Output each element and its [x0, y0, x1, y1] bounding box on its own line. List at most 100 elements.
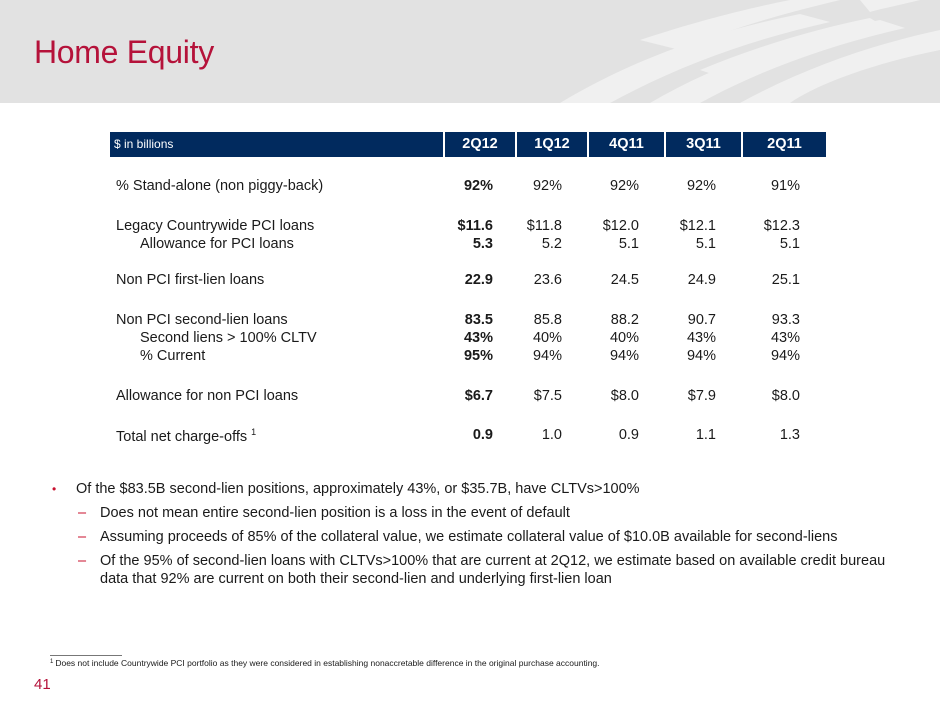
cell-2q12: 22.9 — [464, 272, 493, 288]
table-row: Second liens > 100% CLTV 43% 40% 40% 43% 43% — [116, 330, 826, 350]
cell-2q11: 93.3 — [771, 312, 800, 328]
cell-2q12: 95% — [463, 348, 493, 364]
cell-3q11: $12.1 — [679, 218, 716, 234]
row-label: Non PCI first-lien loans — [116, 272, 264, 288]
row-label-text: Non PCI first-lien loans — [116, 272, 265, 288]
cell-4q11: 94% — [609, 348, 639, 364]
cell-1q12: $11.8 — [526, 218, 562, 234]
cell-2q12: 43% — [463, 330, 493, 346]
column-header: 2Q11 — [743, 132, 826, 157]
row-label: Allowance for non PCI loans — [116, 388, 298, 404]
cell-4q11: $12.0 — [602, 218, 639, 234]
cell-1q12: 23.6 — [533, 272, 562, 288]
cell-3q11: 94% — [686, 348, 716, 364]
banner-swoosh-graphic — [560, 0, 940, 103]
row-label: Allowance for PCI loans — [140, 236, 294, 252]
cell-1q12: 92% — [532, 178, 562, 194]
column-header: 4Q11 — [589, 132, 664, 157]
table-row: Non PCI second-lien loans 83.5 85.8 88.2 90.… — [116, 312, 826, 332]
cell-2q12: 0.9 — [472, 427, 493, 443]
bullet-text: Of the $83.5B second-lien positions, app… — [76, 481, 640, 497]
cell-3q11: 24.9 — [687, 272, 716, 288]
cell-2q11: 43% — [770, 330, 800, 346]
row-label-text: Allowance for non PCI loans — [116, 388, 299, 404]
cell-2q11: $8.0 — [771, 388, 800, 404]
cell-2q12: $11.6 — [457, 218, 494, 234]
row-label-text: % Current — [140, 348, 206, 364]
dash-icon: – — [78, 553, 87, 569]
cell-2q11: 25.1 — [771, 272, 800, 288]
footnote-marker: 1 — [251, 427, 257, 437]
cell-4q11: 24.5 — [610, 272, 639, 288]
cell-4q11: 40% — [609, 330, 639, 346]
cell-2q12: $6.7 — [464, 388, 493, 404]
cell-2q12: 83.5 — [464, 312, 493, 328]
sub-bullet-text: Assuming proceeds of 85% of the collater… — [100, 529, 838, 545]
column-header: 2Q12 — [445, 132, 515, 157]
footnote-marker: 1 — [50, 659, 54, 665]
row-label-text: Second liens > 100% CLTV — [140, 330, 317, 346]
cell-2q11: $12.3 — [763, 218, 800, 234]
row-label: Total net charge-offs 1 — [116, 427, 256, 445]
cell-3q11: 92% — [686, 178, 716, 194]
table-row: Non PCI first-lien loans 22.9 23.6 24.5 24.9… — [116, 272, 826, 292]
row-label: % Stand-alone (non piggy-back) — [116, 178, 323, 194]
cell-1q12: 5.2 — [541, 236, 562, 252]
table-row: Total net charge-offs 1 0.9 1.0 0.9 1.1 1.3 — [116, 427, 826, 447]
cell-1q12: 85.8 — [533, 312, 562, 328]
footnote: 1 Does not include Countrywide PCI portfo… — [50, 658, 600, 668]
cell-2q11: 1.3 — [779, 427, 800, 443]
unit-label: $ in billions — [110, 132, 443, 157]
cell-3q11: 5.1 — [695, 236, 716, 252]
cell-1q12: 94% — [532, 348, 562, 364]
cell-4q11: 5.1 — [618, 236, 639, 252]
column-header: 3Q11 — [666, 132, 741, 157]
cell-2q11: 94% — [770, 348, 800, 364]
cell-3q11: 1.1 — [695, 427, 716, 443]
row-label-text: Legacy Countrywide PCI loans — [116, 218, 315, 234]
cell-4q11: 92% — [609, 178, 639, 194]
cell-2q11: 5.1 — [779, 236, 800, 252]
cell-2q11: 91% — [770, 178, 800, 194]
sub-bullet-item: – Of the 95% of second-lien loans with C… — [52, 552, 912, 588]
bullet-item: • Of the $83.5B second-lien positions, a… — [52, 480, 912, 498]
sub-bullet-text: Of the 95% of second-lien loans with CLT… — [100, 553, 886, 587]
row-label: Legacy Countrywide PCI loans — [116, 218, 314, 234]
column-header: 1Q12 — [517, 132, 587, 157]
dash-icon: – — [78, 529, 87, 545]
cell-3q11: $7.9 — [687, 388, 716, 404]
cell-1q12: 1.0 — [541, 427, 562, 443]
row-label: Non PCI second-lien loans — [116, 312, 288, 328]
table-row: Allowance for non PCI loans $6.7 $7.5 $8.0 $… — [116, 388, 826, 408]
cell-1q12: $7.5 — [533, 388, 562, 404]
cell-1q12: 40% — [532, 330, 562, 346]
bullet-icon: • — [52, 482, 57, 496]
sub-bullet-item: – Assuming proceeds of 85% of the collat… — [52, 528, 912, 546]
title-banner: Home Equity — [0, 0, 940, 103]
row-label-text: Non PCI second-lien loans — [116, 312, 288, 328]
cell-4q11: $8.0 — [610, 388, 639, 404]
cell-2q12: 5.3 — [472, 236, 493, 252]
row-label: % Current — [140, 348, 205, 364]
cell-4q11: 0.9 — [618, 427, 639, 443]
table-row: Legacy Countrywide PCI loans $11.6 $11.8 $1… — [116, 218, 826, 238]
cell-4q11: 88.2 — [610, 312, 639, 328]
footnote-text: Does not include Countrywide PCI portfol… — [55, 658, 600, 668]
row-label: Second liens > 100% CLTV — [140, 330, 317, 346]
page-number: 41 — [34, 676, 51, 693]
row-label-text: % Stand-alone (non piggy-back) — [116, 178, 324, 194]
dash-icon: – — [78, 505, 87, 521]
footnote-divider — [50, 655, 122, 656]
page-title: Home Equity — [34, 34, 214, 70]
cell-2q12: 92% — [463, 178, 493, 194]
row-label-text: Allowance for PCI loans — [140, 236, 294, 252]
row-label-text: Total net charge-offs — [116, 429, 248, 445]
table-row: % Stand-alone (non piggy-back) 92% 92% 92% 9… — [116, 178, 826, 198]
cell-3q11: 90.7 — [687, 312, 716, 328]
sub-bullet-item: – Does not mean entire second-lien posit… — [52, 504, 912, 522]
bullet-list: • Of the $83.5B second-lien positions, a… — [52, 480, 912, 594]
table-row: Allowance for PCI loans 5.3 5.2 5.1 5.1 5.1 — [116, 236, 826, 256]
sub-bullet-text: Does not mean entire second-lien positio… — [100, 505, 570, 521]
cell-3q11: 43% — [686, 330, 716, 346]
table-row: % Current 95% 94% 94% 94% 94% — [116, 348, 826, 368]
